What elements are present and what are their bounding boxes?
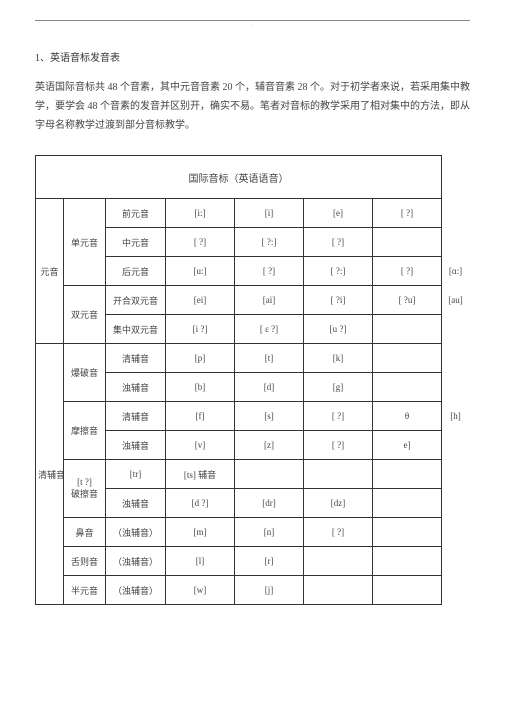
cell: [i:]	[166, 199, 235, 228]
cell: [z]	[235, 431, 304, 460]
group-baopo: 爆破音	[64, 344, 106, 402]
cell	[373, 344, 442, 373]
cell	[373, 547, 442, 576]
cell: [ ?i]	[304, 286, 373, 315]
cell	[373, 315, 442, 344]
cell: [l]	[166, 547, 235, 576]
cell: [j]	[235, 576, 304, 605]
cell: [tr]	[106, 460, 166, 489]
cell: [ei]	[166, 286, 235, 315]
cell: [w]	[166, 576, 235, 605]
group-yuan: 元音	[36, 199, 64, 344]
cell: [dr]	[235, 489, 304, 518]
cell: [ai]	[235, 286, 304, 315]
row-houyuan: 后元音	[106, 257, 166, 286]
cell: [ ?:]	[304, 257, 373, 286]
table-title: 国际音标（英语语音）	[36, 156, 442, 199]
cell: [ ?]	[304, 431, 373, 460]
cell: [u ?]	[304, 315, 373, 344]
cell: [u:]	[166, 257, 235, 286]
cell: θ	[373, 402, 442, 431]
group-poca: [t ?]破擦音	[64, 460, 106, 518]
cell	[373, 373, 442, 402]
cell: e]	[373, 431, 442, 460]
group-moca: 摩擦音	[64, 402, 106, 460]
row-jizhong: 集中双元音	[106, 315, 166, 344]
cell	[373, 228, 442, 257]
phonetics-table: 国际音标（英语语音） 元音 单元音 前元音 [i:] [i] [e] [ ?] …	[35, 155, 470, 605]
cell	[235, 460, 304, 489]
cell	[373, 576, 442, 605]
cell	[304, 576, 373, 605]
cell: [r]	[235, 547, 304, 576]
cell	[304, 460, 373, 489]
cell: [s]	[235, 402, 304, 431]
row-zhuofu5: （浊辅音）	[106, 547, 166, 576]
group-banyuan: 半元音	[64, 576, 106, 605]
cell: [ ?]	[304, 402, 373, 431]
cell: [ ?]	[373, 199, 442, 228]
cell: [ ?]	[373, 257, 442, 286]
row-zhongyuan: 中元音	[106, 228, 166, 257]
cell: [g]	[304, 373, 373, 402]
cell: [i]	[235, 199, 304, 228]
cell: [ ?]	[235, 257, 304, 286]
row-zhuofu6: （浊辅音）	[106, 576, 166, 605]
cell: [ ?:]	[235, 228, 304, 257]
cell	[373, 460, 442, 489]
row-kaihe: 开合双元音	[106, 286, 166, 315]
group-shewei: 舌则音	[64, 547, 106, 576]
group-danyuan: 单元音	[64, 199, 106, 286]
cell-ext: [au]	[442, 286, 470, 315]
cell: [m]	[166, 518, 235, 547]
cell	[373, 518, 442, 547]
cell: [ ?]	[304, 518, 373, 547]
row-zhuofu3: 浊辅音	[106, 489, 166, 518]
group-biyin: 鼻音	[64, 518, 106, 547]
row-zhuofu: 浊辅音	[106, 373, 166, 402]
cell: [f]	[166, 402, 235, 431]
cell: [ ε ?]	[235, 315, 304, 344]
cell: [p]	[166, 344, 235, 373]
cell: [k]	[304, 344, 373, 373]
row-zhuofu2: 浊辅音	[106, 431, 166, 460]
group-shuangyuan: 双元音	[64, 286, 106, 344]
cell: [dz]	[304, 489, 373, 518]
top-rule	[35, 20, 470, 21]
cell: [ ?]	[304, 228, 373, 257]
cell: [d]	[235, 373, 304, 402]
cell: [i ?]	[166, 315, 235, 344]
cell: [t]	[235, 344, 304, 373]
cell	[304, 547, 373, 576]
cell: [n]	[235, 518, 304, 547]
section-title: 1、英语音标发音表	[35, 49, 470, 64]
cell: [ts] 辅音	[166, 460, 235, 489]
cell: [d ?]	[166, 489, 235, 518]
intro-paragraph: 英语国际音标共 48 个音素，其中元音音素 20 个，辅音音素 28 个。对于初…	[35, 78, 470, 135]
page-mark: ·	[35, 23, 470, 29]
cell: [e]	[304, 199, 373, 228]
cell: [b]	[166, 373, 235, 402]
row-qingfu2: 清辅音	[106, 344, 166, 373]
cell	[373, 489, 442, 518]
cell-ext: [ɑ:]	[442, 257, 470, 286]
row-qingfu3: 清辅音	[106, 402, 166, 431]
row-zhuofu4: （浊辅音）	[106, 518, 166, 547]
cell: [ ?]	[166, 228, 235, 257]
group-qingfu: 清辅音	[36, 344, 64, 605]
cell: [v]	[166, 431, 235, 460]
cell: [ ?u]	[373, 286, 442, 315]
cell-ext: [h]	[442, 402, 470, 431]
row-qianyuan: 前元音	[106, 199, 166, 228]
